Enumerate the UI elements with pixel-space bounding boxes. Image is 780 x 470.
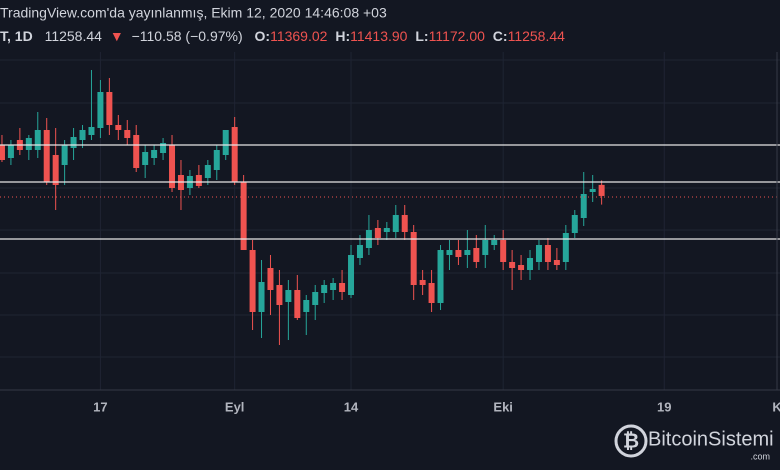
candle-body: [70, 137, 77, 148]
candle-body: [285, 290, 292, 302]
candle-body: [509, 262, 516, 268]
candle-body: [124, 130, 131, 138]
candle-body: [527, 258, 534, 270]
open-value: 11369.02: [270, 28, 328, 44]
candle-body: [79, 130, 86, 140]
candle-body: [473, 248, 480, 262]
x-tick-label: 19: [657, 399, 671, 414]
candle-body: [204, 165, 211, 178]
candle-body: [0, 145, 5, 160]
candle-body: [580, 194, 587, 218]
x-tick-label: Ka: [772, 399, 780, 414]
candle-body: [294, 290, 301, 318]
x-tick-label: 17: [93, 399, 107, 414]
candle-body: [25, 138, 32, 150]
brand: BitcoinSistemi: [648, 428, 774, 450]
candle-body: [419, 280, 426, 285]
open-label: O:: [255, 28, 271, 44]
candle-body: [151, 150, 158, 158]
candle-body: [222, 130, 229, 155]
candle-body: [544, 245, 551, 262]
candle-body: [500, 240, 507, 262]
candle-body: [115, 125, 122, 130]
candle-body: [562, 233, 569, 262]
low-label: L:: [415, 28, 428, 44]
x-tick-label: Eki: [493, 399, 513, 414]
candle-body: [160, 143, 167, 153]
candle-body: [339, 283, 346, 292]
candle-body: [7, 145, 14, 158]
change: −110.58 (−0.97%): [132, 28, 243, 44]
close-value: 11258.44: [508, 28, 566, 44]
candle-body: [213, 150, 220, 170]
candle-body: [535, 245, 542, 262]
candle-body: [428, 283, 435, 303]
candle-body: [34, 130, 41, 150]
watermark: ₿ BitcoinSistemi .com: [614, 424, 774, 461]
close-label: C:: [493, 28, 508, 44]
candle-body: [437, 250, 444, 303]
candle-body: [231, 127, 238, 182]
candle-body: [598, 184, 605, 196]
candle-body: [249, 250, 256, 312]
candle-body: [330, 283, 337, 290]
candle-body: [455, 250, 462, 257]
candle-body: [267, 268, 274, 290]
candle-body: [589, 189, 596, 192]
candle-body: [303, 300, 310, 312]
candle-body: [88, 127, 95, 135]
candle-body: [491, 240, 498, 245]
logo-symbol: ₿: [623, 430, 639, 452]
candle-body: [401, 215, 408, 232]
candle-body: [374, 228, 381, 238]
candle-body: [446, 250, 453, 255]
candle-body: [482, 240, 489, 255]
logo-ring: [614, 424, 648, 458]
candle-body: [240, 182, 247, 250]
candle-body: [410, 232, 417, 285]
candle-body: [52, 155, 59, 185]
candle-body: [43, 130, 50, 182]
x-tick-label: 14: [344, 399, 359, 414]
candle-body: [518, 265, 525, 270]
candle-body: [97, 92, 104, 128]
candle-body: [195, 175, 202, 186]
header-line: T, 1D 11258.44 ▼ −110.58 (−0.97%) O:1136…: [0, 28, 565, 44]
x-tick-label: Eyl: [225, 399, 245, 414]
candle-body: [553, 260, 560, 265]
high-value: 11413.90: [350, 28, 408, 44]
last-price: 11258.44: [45, 28, 103, 44]
candle-body: [142, 152, 149, 165]
candle-body: [133, 135, 140, 168]
levels: [0, 144, 780, 240]
candle-body: [276, 285, 283, 305]
candle-body: [464, 250, 471, 255]
brand-domain: .com: [750, 451, 770, 461]
candle-body: [321, 285, 328, 293]
candle-body: [61, 145, 68, 165]
low-value: 11172.00: [429, 28, 486, 44]
symbol: T, 1D: [0, 28, 33, 44]
candle-body: [571, 215, 578, 233]
candle-body: [169, 145, 176, 188]
high-label: H:: [335, 28, 350, 44]
arrow: ▼: [110, 28, 124, 44]
candle-body: [356, 245, 363, 258]
candle-body: [392, 215, 399, 232]
candle-body: [383, 228, 390, 232]
candle-body: [258, 282, 265, 312]
candle-body: [312, 292, 319, 305]
candle-body: [348, 255, 355, 295]
published-line: TradingView.com'da yayınlanmış, Ekim 12,…: [0, 5, 387, 21]
candle-body: [106, 92, 113, 125]
